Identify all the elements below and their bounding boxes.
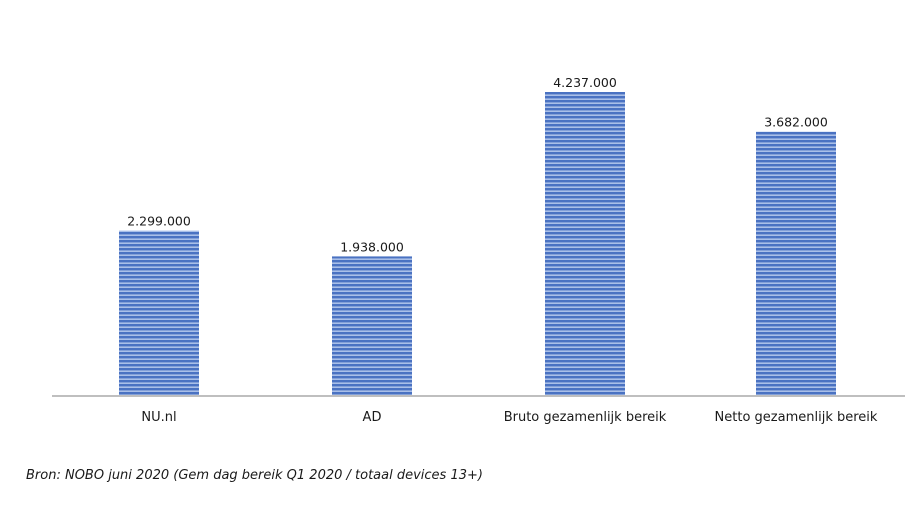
bar-2 bbox=[545, 92, 625, 395]
x-tick-label: NU.nl bbox=[141, 410, 176, 425]
x-tick-label: Netto gezamenlijk bereik bbox=[715, 410, 878, 425]
bars-group bbox=[119, 92, 836, 395]
data-label: 2.299.000 bbox=[127, 214, 191, 229]
data-label: 4.237.000 bbox=[553, 75, 617, 90]
data-label: 3.682.000 bbox=[764, 115, 828, 130]
bar-0 bbox=[119, 230, 199, 395]
x-tick-labels: NU.nl AD Bruto gezamenlijk bereik Netto gez… bbox=[141, 410, 878, 425]
x-tick-label: AD bbox=[363, 410, 382, 425]
x-tick-label: Bruto gezamenlijk bereik bbox=[504, 410, 667, 425]
bar-1 bbox=[332, 256, 412, 395]
source-note: Bron: NOBO juni 2020 (Gem dag bereik Q1 … bbox=[26, 468, 483, 483]
bar-3 bbox=[756, 131, 836, 395]
data-label: 1.938.000 bbox=[340, 239, 404, 254]
value-labels: 2.299.000 1.938.000 4.237.000 3.682.000 bbox=[127, 75, 828, 254]
